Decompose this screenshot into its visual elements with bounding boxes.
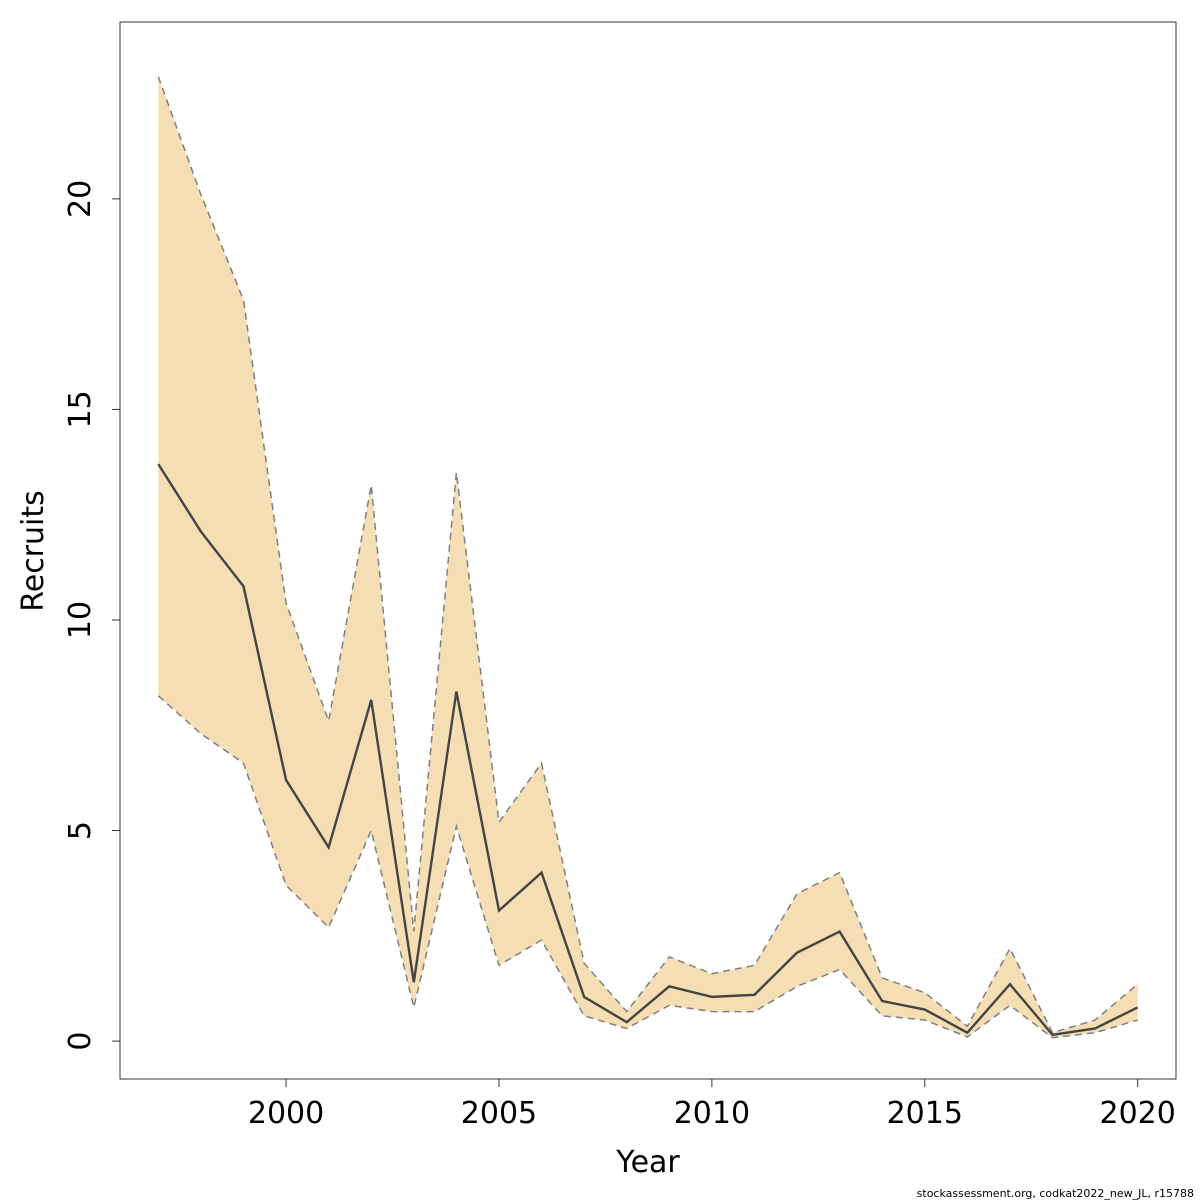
x-axis-title: Year <box>615 1145 680 1180</box>
x-tick-label: 2005 <box>461 1096 537 1131</box>
confidence-band-layer <box>157 76 1139 1039</box>
y-tick-label: 20 <box>63 180 98 218</box>
plot-frame <box>119 21 1177 1080</box>
x-tick-label: 2000 <box>248 1096 324 1131</box>
y-tick-label: 15 <box>63 390 98 428</box>
y-tick-label: 0 <box>63 1032 98 1051</box>
y-axis: 0 5 10 15 20 <box>63 180 120 1051</box>
lower-bound-line <box>157 695 1138 1039</box>
recruits-estimate-line <box>157 463 1139 1037</box>
x-axis: 2000 2005 2010 2015 2020 <box>248 1079 1176 1131</box>
y-axis-title: Recruits <box>16 490 51 612</box>
x-tick-label: 2020 <box>1099 1096 1175 1131</box>
upper-bound-line <box>157 76 1139 1034</box>
x-tick-label: 2010 <box>674 1096 750 1131</box>
confidence-band <box>158 76 1138 1038</box>
y-tick-label: 5 <box>63 821 98 840</box>
estimate-line-layer <box>157 463 1139 1037</box>
x-tick-label: 2015 <box>887 1096 963 1131</box>
y-tick-label: 10 <box>63 601 98 639</box>
footer-credit: stockassessment.org, codkat2022_new_JL, … <box>917 1187 1194 1200</box>
